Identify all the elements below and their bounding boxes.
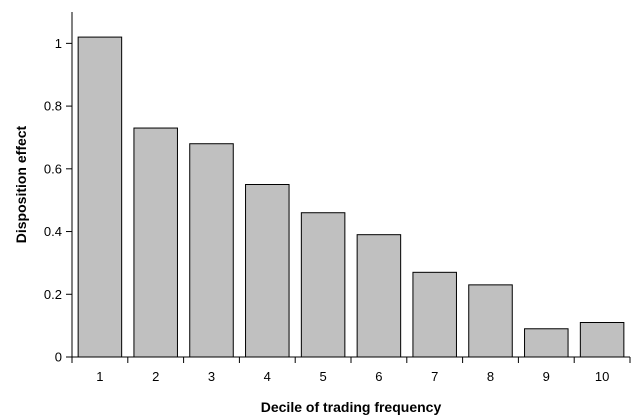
x-tick-label: 8 xyxy=(487,369,494,384)
bar-7 xyxy=(412,271,457,358)
x-tick-label: 4 xyxy=(264,369,271,384)
y-tick-label: 0.8 xyxy=(44,99,62,114)
y-tick-label: 0 xyxy=(55,350,62,365)
y-axis-ticks: 0 0.2 0.4 0.6 0.8 1 xyxy=(44,36,72,365)
y-tick-label: 1 xyxy=(55,36,62,51)
x-axis-title: Decile of trading frequency xyxy=(261,399,442,415)
bar-2 xyxy=(133,127,178,358)
y-tick-label: 0.2 xyxy=(44,287,62,302)
x-tick-label: 10 xyxy=(595,369,609,384)
bar-9 xyxy=(524,328,569,358)
y-tick-label: 0.4 xyxy=(44,224,62,239)
bar-3 xyxy=(189,143,234,358)
x-tick-label: 3 xyxy=(208,369,215,384)
y-tick-label: 0.6 xyxy=(44,161,62,176)
y-axis-title: Disposition effect xyxy=(13,125,29,243)
x-tick-label: 9 xyxy=(543,369,550,384)
x-tick-label: 7 xyxy=(431,369,438,384)
bars-group xyxy=(77,36,625,358)
x-axis-ticks: 1 2 3 4 5 6 7 8 9 10 xyxy=(71,357,631,384)
bar-8 xyxy=(468,284,513,358)
bar-10 xyxy=(579,322,625,358)
x-tick-label: 1 xyxy=(96,369,103,384)
bar-6 xyxy=(356,234,402,358)
bar-4 xyxy=(245,184,290,358)
bar-5 xyxy=(300,212,346,358)
x-tick-label: 2 xyxy=(152,369,159,384)
bar-1 xyxy=(77,36,123,358)
x-tick-label: 5 xyxy=(319,369,326,384)
x-tick-label: 6 xyxy=(375,369,382,384)
